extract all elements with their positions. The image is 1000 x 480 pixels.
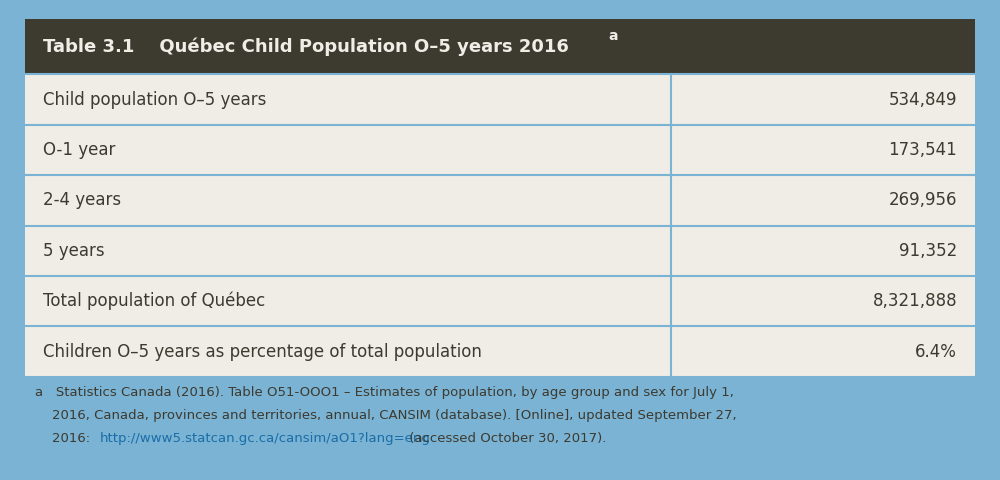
Text: Total population of Québec: Total population of Québec [43,292,265,311]
Text: 2016:: 2016: [35,432,94,445]
Text: 6.4%: 6.4% [915,343,957,360]
Text: a   Statistics Canada (2016). Table O51-OOO1 – Estimates of population, by age g: a Statistics Canada (2016). Table O51-OO… [35,386,734,399]
Text: Child population O–5 years: Child population O–5 years [43,91,266,108]
Text: Table 3.1    Québec Child Population O–5 years 2016: Table 3.1 Québec Child Population O–5 ye… [43,37,569,56]
Text: a: a [608,29,618,43]
Text: (accessed October 30, 2017).: (accessed October 30, 2017). [405,432,606,445]
Text: 5 years: 5 years [43,242,105,260]
Text: 534,849: 534,849 [889,91,957,108]
Text: 173,541: 173,541 [888,141,957,159]
Text: 2016, Canada, provinces and territories, annual, CANSIM (database). [Online], up: 2016, Canada, provinces and territories,… [35,409,737,422]
Text: 269,956: 269,956 [889,192,957,209]
Text: 91,352: 91,352 [899,242,957,260]
Text: http://www5.statcan.gc.ca/cansim/aO1?lang=eng: http://www5.statcan.gc.ca/cansim/aO1?lan… [100,432,431,445]
Text: O-1 year: O-1 year [43,141,115,159]
Text: Children O–5 years as percentage of total population: Children O–5 years as percentage of tota… [43,343,482,360]
Text: 2-4 years: 2-4 years [43,192,121,209]
Text: 8,321,888: 8,321,888 [872,292,957,310]
